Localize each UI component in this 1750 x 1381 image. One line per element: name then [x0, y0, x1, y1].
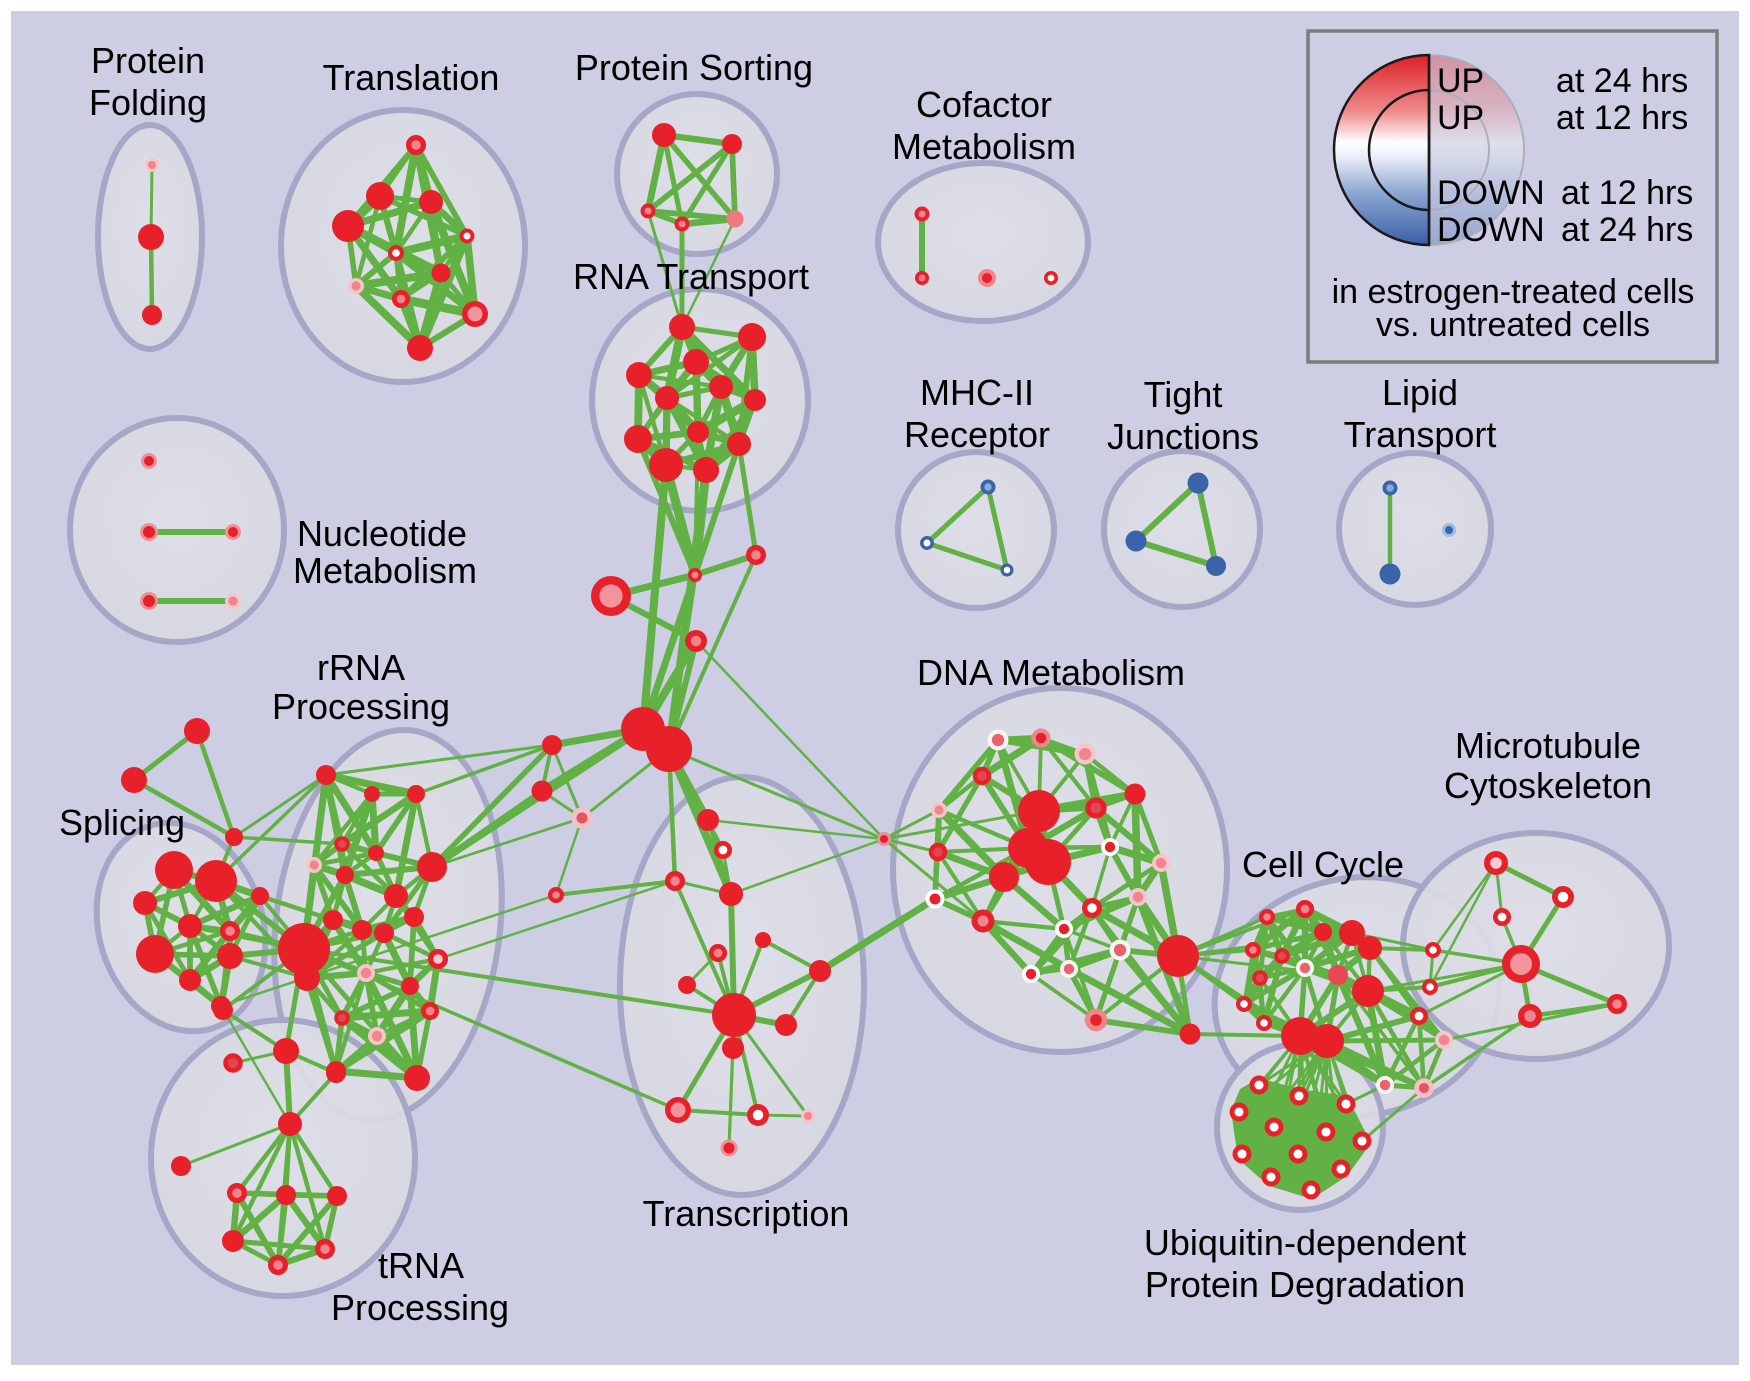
svg-text:Transcription: Transcription	[643, 1193, 850, 1234]
svg-text:RNA Transport: RNA Transport	[573, 256, 809, 297]
svg-text:Lipid: Lipid	[1382, 372, 1458, 413]
svg-text:Receptor: Receptor	[904, 414, 1050, 455]
svg-text:at 24 hrs: at 24 hrs	[1556, 62, 1688, 100]
svg-text:Protein Degradation: Protein Degradation	[1145, 1264, 1465, 1305]
svg-text:rRNA: rRNA	[317, 647, 405, 688]
svg-text:DOWN: DOWN	[1437, 174, 1545, 212]
svg-text:Processing: Processing	[331, 1287, 509, 1328]
svg-text:Metabolism: Metabolism	[293, 550, 477, 591]
svg-text:Splicing: Splicing	[59, 802, 185, 843]
svg-text:Processing: Processing	[272, 686, 450, 727]
svg-text:Microtubule: Microtubule	[1455, 725, 1641, 766]
svg-text:Protein Sorting: Protein Sorting	[575, 47, 813, 88]
svg-text:at 24 hrs: at 24 hrs	[1561, 211, 1693, 249]
svg-text:Transport: Transport	[1344, 414, 1497, 455]
svg-text:at 12 hrs: at 12 hrs	[1561, 174, 1693, 212]
svg-text:Protein: Protein	[91, 40, 205, 81]
svg-text:DOWN: DOWN	[1437, 211, 1545, 249]
svg-text:Folding: Folding	[89, 82, 207, 123]
svg-text:Cofactor: Cofactor	[916, 84, 1052, 125]
svg-text:vs. untreated cells: vs. untreated cells	[1376, 306, 1650, 344]
svg-text:DNA Metabolism: DNA Metabolism	[917, 652, 1185, 693]
svg-text:UP: UP	[1437, 99, 1484, 137]
svg-text:Cytoskeleton: Cytoskeleton	[1444, 765, 1652, 806]
svg-text:MHC-II: MHC-II	[920, 372, 1034, 413]
svg-text:in estrogen-treated cells: in estrogen-treated cells	[1332, 273, 1695, 311]
svg-text:Junctions: Junctions	[1107, 416, 1259, 457]
svg-text:Metabolism: Metabolism	[892, 126, 1076, 167]
svg-text:Translation: Translation	[323, 57, 500, 98]
svg-text:Cell Cycle: Cell Cycle	[1242, 844, 1404, 885]
svg-text:Nucleotide: Nucleotide	[297, 513, 467, 554]
svg-text:UP: UP	[1437, 62, 1484, 100]
svg-text:Tight: Tight	[1144, 374, 1223, 415]
svg-text:Ubiquitin-dependent: Ubiquitin-dependent	[1144, 1222, 1466, 1263]
svg-text:at 12 hrs: at 12 hrs	[1556, 99, 1688, 137]
svg-text:tRNA: tRNA	[378, 1245, 464, 1286]
